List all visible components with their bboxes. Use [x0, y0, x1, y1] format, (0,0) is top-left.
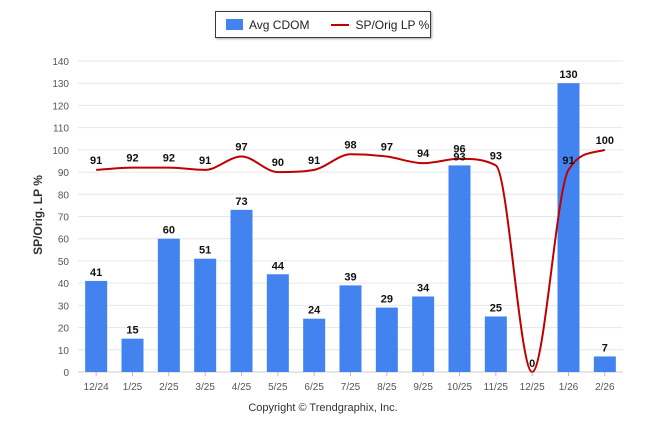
line-value-label: 91	[90, 155, 102, 167]
x-tick-label: 9/25	[413, 382, 433, 393]
line-value-label: 98	[344, 139, 356, 151]
y-tick-label: 20	[58, 324, 70, 335]
legend: Avg CDOM SP/Orig LP %	[215, 11, 431, 38]
line-value-label: 92	[163, 153, 175, 165]
bar-value-label: 93	[453, 151, 465, 163]
y-tick-label: 100	[52, 146, 69, 157]
bar-value-label: 39	[344, 271, 356, 283]
bar-value-label: 60	[163, 225, 175, 237]
bar-value-label: 41	[90, 267, 102, 279]
y-tick-label: 130	[52, 79, 69, 90]
y-tick-label: 10	[58, 346, 70, 357]
x-tick-label: 12/24	[84, 382, 109, 393]
line-value-label: 90	[272, 157, 284, 169]
bar	[593, 356, 616, 372]
x-tick-label: 1/25	[123, 382, 143, 393]
bar-swatch-icon	[226, 19, 243, 30]
bar	[266, 274, 289, 372]
bar	[157, 238, 180, 372]
x-tick-label: 10/25	[447, 382, 472, 393]
bar	[339, 285, 362, 372]
line-value-label: 96	[453, 144, 465, 156]
x-tick-label: 12/25	[520, 382, 545, 393]
line-value-label: 94	[417, 148, 430, 160]
y-tick-label: 60	[58, 235, 70, 246]
bar	[303, 318, 326, 372]
bar-value-label: 7	[602, 342, 608, 354]
line-series	[96, 148, 606, 374]
bar	[121, 338, 144, 372]
bar-value-label: 25	[490, 302, 502, 314]
y-axis-title: SP/Orig. LP %	[31, 175, 45, 255]
bar-data-labels: 41 15 60 51 73 44 24 39 29 34 93 25 0 130 7	[90, 69, 608, 370]
bar-value-label: 15	[126, 325, 138, 337]
bar-value-label: 44	[272, 260, 285, 272]
bar	[484, 316, 507, 372]
x-tick-label: 8/25	[377, 382, 397, 393]
x-tick-label: 2/25	[159, 382, 179, 393]
bar	[448, 165, 471, 372]
bar-value-label: 34	[417, 282, 430, 294]
x-tick-label: 6/25	[304, 382, 324, 393]
bar-value-label: 0	[529, 358, 535, 370]
bar-value-label: 51	[199, 245, 211, 257]
bar-value-label: 24	[308, 305, 321, 317]
line-path	[96, 148, 606, 374]
bar-value-label: 29	[381, 294, 393, 306]
x-tick-label: 5/25	[268, 382, 288, 393]
y-tick-label: 50	[58, 257, 70, 268]
bar	[375, 307, 398, 372]
x-tick-label: 7/25	[341, 382, 361, 393]
y-tick-label: 140	[52, 57, 69, 68]
x-tick-label: 3/25	[195, 382, 215, 393]
y-tick-label: 70	[58, 213, 70, 224]
y-tick-label: 30	[58, 301, 70, 312]
line-value-label: 91	[199, 155, 211, 167]
line-value-label: 91	[562, 155, 574, 167]
bar-value-label: 130	[559, 69, 577, 81]
y-tick-label: 110	[53, 124, 69, 135]
y-tick-label: 90	[58, 168, 70, 179]
line-value-label: 100	[596, 135, 614, 147]
legend-item-line[interactable]: SP/Orig LP %	[309, 18, 429, 32]
bar	[557, 83, 580, 372]
line-value-label: 97	[381, 142, 393, 154]
y-tick-label: 0	[63, 368, 69, 379]
x-tick-label: 1/26	[559, 382, 579, 393]
y-tick-label: 80	[58, 190, 70, 201]
line-value-label: 91	[308, 155, 320, 167]
bar	[194, 258, 217, 372]
line-value-label: 92	[126, 153, 138, 165]
x-tick-label: 4/25	[232, 382, 252, 393]
legend-item-bar[interactable]: Avg CDOM	[216, 18, 309, 32]
line-value-label: 97	[235, 142, 247, 154]
bar	[230, 209, 253, 372]
x-axis-ticks: 12/24 1/25 2/25 3/25 4/25 5/25 6/25 7/25 8/25 9/2…	[84, 372, 615, 393]
line-value-label: 93	[490, 150, 502, 162]
legend-bar-label: Avg CDOM	[249, 17, 310, 32]
y-tick-label: 120	[52, 101, 69, 112]
x-tick-label: 11/25	[484, 382, 509, 393]
copyright-text: Copyright © Trendgraphix, Inc.	[248, 402, 398, 414]
legend-line-label: SP/Orig LP %	[355, 17, 430, 32]
y-tick-label: 40	[58, 279, 70, 290]
bar	[85, 280, 108, 372]
line-swatch-icon	[331, 23, 350, 26]
bar-series	[85, 83, 616, 372]
bar-value-label: 73	[235, 196, 247, 208]
x-tick-label: 2/26	[595, 382, 615, 393]
y-axis-ticks: 0 10 20 30 40 50 60 70 80 90 100 110 120 130 140	[52, 57, 69, 379]
bar	[412, 296, 435, 372]
